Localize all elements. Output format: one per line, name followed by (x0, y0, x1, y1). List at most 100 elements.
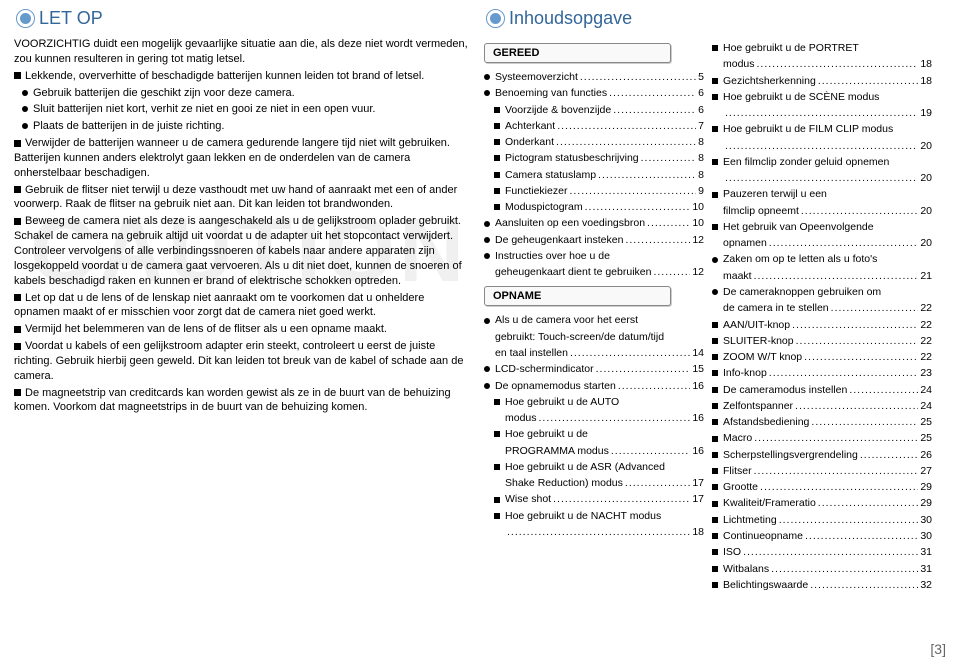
toc-line: AAN/UIT-knop............................… (712, 317, 932, 333)
toc-line: Info-knop...............................… (712, 365, 932, 381)
toc-leader: ........................................… (804, 349, 918, 365)
square-icon (494, 155, 500, 161)
toc-line-cont: ........................................… (484, 524, 704, 540)
toc-line: Gezichtsherkenning......................… (712, 73, 932, 89)
toc-page: 17 (692, 491, 704, 507)
toc-page: 18 (920, 73, 932, 89)
toc-label: Gezichtsherkenning (723, 73, 816, 89)
toc-section-box: GEREED (484, 43, 671, 63)
toc-leader: ........................................… (769, 235, 919, 251)
toc-page: 29 (920, 479, 932, 495)
toc-section-box: OPNAME (484, 286, 671, 306)
body-subbullet: Gebruik batterijen die geschikt zijn voo… (14, 86, 472, 101)
toc-page: 31 (920, 561, 932, 577)
toc-label: De geheugenkaart insteken (495, 232, 623, 248)
toc-label: Continueopname (723, 528, 803, 544)
body-bullet: Gebruik de flitser niet terwijl u deze v… (14, 183, 472, 213)
toc-page: 22 (920, 300, 932, 316)
toc-page: 22 (920, 333, 932, 349)
square-icon (14, 140, 21, 147)
toc-label: ZOOM W/T knop (723, 349, 802, 365)
toc-leader: ........................................… (725, 138, 918, 154)
toc-page: 6 (698, 85, 704, 101)
toc-label-cont: PROGRAMMA modus (505, 443, 609, 459)
toc-label: Achterkant (505, 118, 555, 134)
toc-leader: ........................................… (754, 463, 919, 479)
toc-label: Een filmclip zonder geluid opnemen (723, 154, 889, 170)
toc-page: 20 (920, 235, 932, 251)
dot-icon (22, 123, 28, 129)
toc-page: 31 (920, 544, 932, 560)
toc-leader: ........................................… (754, 430, 918, 446)
far-column: Hoe gebruikt u de PORTRETmodus..........… (712, 8, 932, 657)
square-icon (712, 484, 718, 490)
toc-leader: ........................................… (625, 232, 690, 248)
toc-label: Witbalans (723, 561, 769, 577)
toc-leader: ........................................… (553, 491, 690, 507)
square-icon (494, 107, 500, 113)
square-icon (494, 431, 500, 437)
toc-line: Hoe gebruikt u de SCÈNE modus (712, 89, 932, 105)
square-icon (14, 186, 21, 193)
square-icon (494, 172, 500, 178)
toc-leader: ........................................… (757, 56, 919, 72)
body-subbullet: Plaats de batterijen in de juiste richti… (14, 119, 472, 134)
body-subbullet: Sluit batterijen niet kort, verhit ze ni… (14, 102, 472, 117)
toc-leader: ........................................… (618, 378, 690, 394)
square-icon (712, 78, 718, 84)
square-icon (712, 436, 718, 442)
toc-line: Hoe gebruikt u de (484, 426, 704, 442)
square-icon (712, 403, 718, 409)
toc-label: Instructies over hoe u de (495, 248, 610, 264)
toc-line-cont: modus...................................… (484, 410, 704, 426)
toc-label-cont: modus (505, 410, 537, 426)
toc-leader: ........................................… (625, 475, 690, 491)
toc-page: 26 (920, 447, 932, 463)
toc-line: Scherpstellingsvergrendeling............… (712, 447, 932, 463)
dot-icon (484, 74, 490, 80)
toc-page: 27 (920, 463, 932, 479)
square-icon (712, 338, 718, 344)
toc-line: Flitser.................................… (712, 463, 932, 479)
toc-leader: ........................................… (805, 528, 918, 544)
toc-line: Een filmclip zonder geluid opnemen (712, 154, 932, 170)
toc-label: Kwaliteit/Frameratio (723, 495, 816, 511)
toc-line-cont: geheugenkaart dient te gebruiken........… (484, 264, 704, 280)
toc-leader: ........................................… (771, 561, 918, 577)
toc-page: 24 (920, 398, 932, 414)
toc-page: 30 (920, 528, 932, 544)
toc-label-cont: Shake Reduction) modus (505, 475, 623, 491)
left-heading-text: LET OP (39, 8, 103, 29)
toc-label: Pictogram statusbeschrijving (505, 150, 639, 166)
dot-icon (484, 90, 490, 96)
dot-icon (22, 106, 28, 112)
toc-page: 24 (920, 382, 932, 398)
toc-leader: ........................................… (570, 345, 690, 361)
toc-label: Zelfontspanner (723, 398, 793, 414)
toc-leader: ........................................… (811, 414, 918, 430)
toc-line-cont: maakt...................................… (712, 268, 932, 284)
toc-label: LCD-schermindicator (495, 361, 594, 377)
toc-page: 7 (698, 118, 704, 134)
toc-page: 14 (692, 345, 704, 361)
toc-leader: ........................................… (641, 150, 697, 166)
toc-label: Systeemoverzicht (495, 69, 578, 85)
toc-page: 25 (920, 414, 932, 430)
toc-leader: ........................................… (598, 167, 696, 183)
toc-page: 21 (920, 268, 932, 284)
toc-label: Onderkant (505, 134, 554, 150)
toc-page: 10 (692, 215, 704, 231)
toc-page: 19 (920, 105, 932, 121)
toc-page: 16 (692, 378, 704, 394)
toc-leader: ........................................… (507, 524, 690, 540)
toc-line: Instructies over hoe u de (484, 248, 704, 264)
toc-label: Hoe gebruikt u de SCÈNE modus (723, 89, 879, 105)
toc-line: Continueopname..........................… (712, 528, 932, 544)
toc-line: Moduspictogram..........................… (484, 199, 704, 215)
toc-line-cont: Shake Reduction) modus..................… (484, 475, 704, 491)
dot-icon (484, 253, 490, 259)
toc-page: 8 (698, 134, 704, 150)
toc-page: 23 (920, 365, 932, 381)
toc-leader: ........................................… (818, 73, 919, 89)
toc-line: Camera statuslamp.......................… (484, 167, 704, 183)
